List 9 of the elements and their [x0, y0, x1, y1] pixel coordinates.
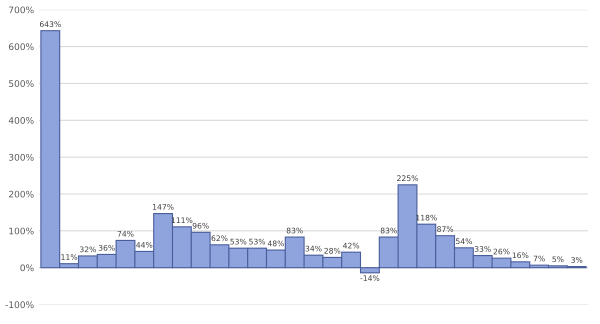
y-tick-label: -100%: [6, 301, 34, 308]
y-tick-label: 600%: [8, 43, 34, 50]
y-tick-label: 0%: [20, 264, 34, 272]
y-tick-label: 100%: [9, 228, 34, 234]
y-tick-label: 300%: [9, 154, 34, 161]
y-tick-label: 200%: [8, 190, 34, 198]
y-tick-label: 500%: [9, 80, 34, 87]
y-tick-label: 700%: [9, 6, 34, 14]
y-tick-label: 400%: [8, 117, 34, 124]
